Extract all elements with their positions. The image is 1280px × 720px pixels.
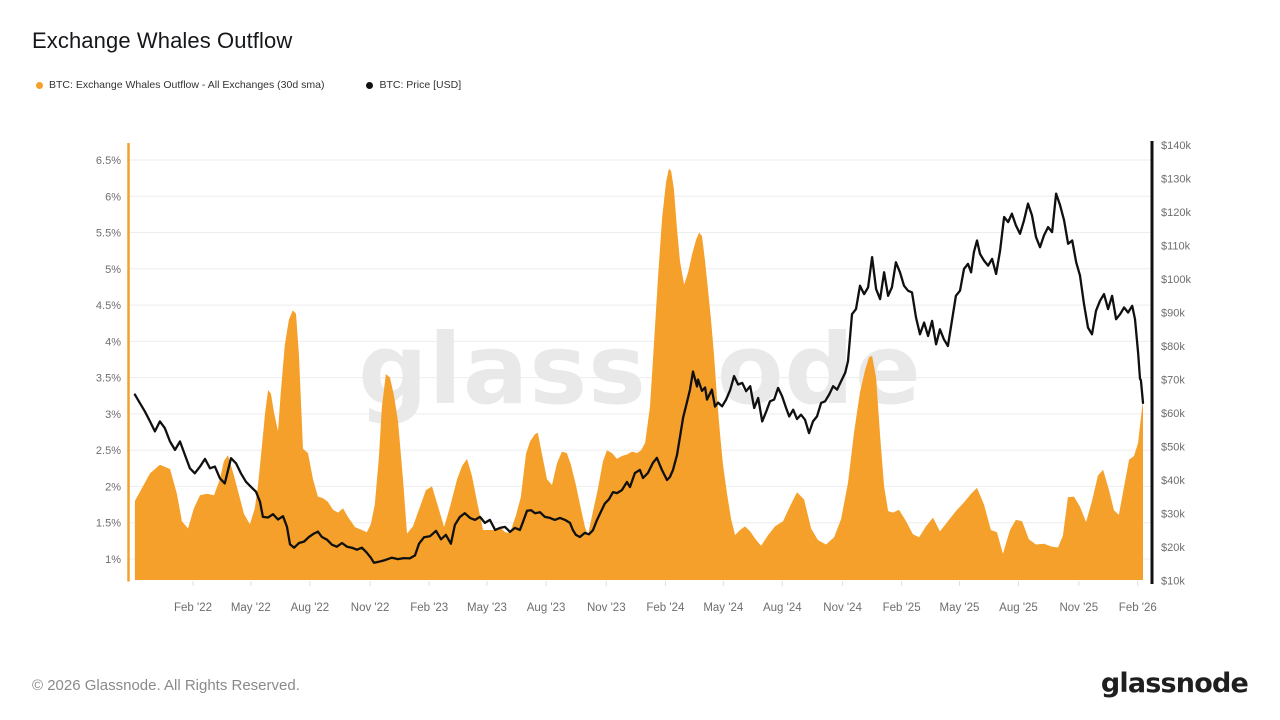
legend-item-outflow[interactable]: BTC: Exchange Whales Outflow - All Excha… — [36, 79, 324, 91]
x-axis-label: Feb '24 — [646, 602, 685, 614]
right-axis-label: $10k — [1161, 576, 1185, 588]
right-axis-label: $130k — [1161, 174, 1191, 186]
x-axis-label: Nov '24 — [823, 602, 862, 614]
right-axis-label: $120k — [1161, 207, 1191, 219]
legend-item-price[interactable]: BTC: Price [USD] — [366, 79, 461, 91]
left-axis-label: 6.5% — [96, 155, 121, 167]
price-series-dot-icon — [366, 81, 374, 89]
glassnode-logo[interactable]: glassnode — [1100, 668, 1249, 699]
left-axis-label: 1% — [105, 554, 121, 566]
left-axis-label: 3.5% — [96, 373, 121, 385]
right-axis-label: $100k — [1161, 274, 1191, 286]
x-axis-label: Aug '24 — [763, 602, 802, 614]
outflow-series-dot-icon — [36, 81, 43, 89]
x-axis-label: May '24 — [703, 602, 744, 614]
right-axis-label: $140k — [1161, 140, 1191, 152]
left-axis-label: 4% — [105, 336, 121, 348]
right-axis-label: $50k — [1161, 442, 1185, 454]
x-axis-label: Feb '22 — [174, 602, 212, 614]
right-axis-label: $40k — [1161, 475, 1185, 487]
legend-label-outflow: BTC: Exchange Whales Outflow - All Excha… — [49, 79, 325, 91]
price-line-series — [133, 192, 1145, 564]
x-axis-label: May '25 — [940, 602, 980, 614]
left-axis-label: 6% — [105, 191, 121, 203]
legend: BTC: Exchange Whales Outflow - All Excha… — [36, 79, 503, 91]
x-axis-label: Feb '23 — [410, 602, 448, 614]
page-title: Exchange Whales Outflow — [32, 28, 293, 53]
x-axis-label: Feb '25 — [883, 602, 921, 614]
x-axis-label: May '22 — [231, 602, 271, 614]
left-axis-label: 4.5% — [96, 300, 121, 312]
x-axis-label: Feb '26 — [1119, 602, 1157, 614]
footer-copyright: © 2026 Glassnode. All Rights Reserved. — [32, 677, 300, 694]
x-axis-label: Nov '23 — [587, 602, 626, 614]
x-axis-label: May '23 — [467, 602, 507, 614]
x-axis-label: Aug '25 — [999, 602, 1038, 614]
legend-label-price: BTC: Price [USD] — [379, 79, 462, 91]
left-axis-label: 5% — [105, 264, 121, 276]
left-axis-label: 3% — [105, 409, 121, 421]
right-axis-label: $110k — [1161, 241, 1191, 253]
glassnode-watermark: glassnode — [358, 313, 922, 426]
left-axis-label: 2% — [105, 481, 121, 493]
right-axis-label: $80k — [1161, 341, 1185, 353]
x-axis-label: Aug '23 — [527, 602, 566, 614]
right-axis-label: $70k — [1161, 375, 1185, 387]
x-axis-label: Aug '22 — [291, 602, 330, 614]
right-axis-label: $20k — [1161, 542, 1185, 554]
right-axis-label: $90k — [1161, 308, 1185, 320]
right-axis-label: $30k — [1161, 509, 1185, 521]
left-axis-label: 1.5% — [96, 518, 121, 530]
left-axis-label: 5.5% — [96, 228, 121, 240]
x-axis-label: Nov '22 — [351, 602, 390, 614]
left-axis-label: 2.5% — [96, 445, 121, 457]
outflow-area-series — [134, 168, 1143, 580]
x-axis-label: Nov '25 — [1059, 602, 1098, 614]
right-axis-label: $60k — [1161, 408, 1185, 420]
